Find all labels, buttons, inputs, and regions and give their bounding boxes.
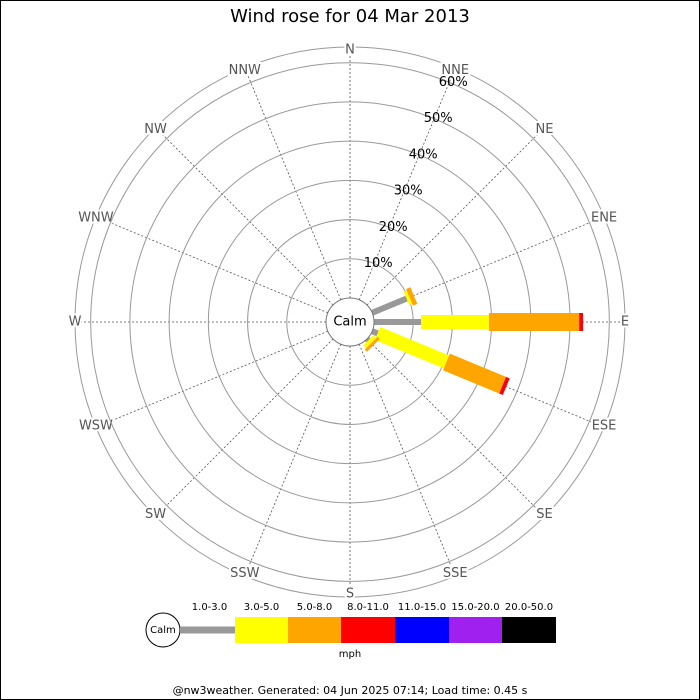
spoke — [244, 344, 342, 577]
legend-calm-label: Calm — [150, 625, 176, 636]
direction-label: NNW — [229, 63, 261, 78]
direction-label: SSE — [443, 566, 468, 581]
legend-swatch — [449, 617, 502, 643]
legend-label: 8.0-11.0 — [347, 602, 389, 613]
bar-segment — [364, 336, 371, 343]
direction-label: SW — [145, 507, 166, 522]
bar-segment — [406, 287, 418, 306]
spoke — [358, 344, 456, 577]
legend-label: 3.0-5.0 — [244, 602, 279, 613]
direction-label: NE — [535, 122, 553, 137]
spoke — [155, 127, 334, 306]
legend-swatch — [341, 617, 395, 643]
ring-label: 50% — [424, 111, 453, 126]
unit-label: mph — [339, 649, 361, 660]
direction-label: ENE — [591, 210, 617, 225]
spoke — [95, 216, 328, 314]
spoke — [155, 338, 334, 517]
direction-label: WSW — [79, 419, 113, 434]
direction-label: E — [621, 315, 629, 330]
spoke — [95, 330, 328, 428]
direction-label: S — [346, 587, 354, 602]
legend-label: 15.0-20.0 — [451, 602, 499, 613]
legend-swatch — [235, 617, 288, 643]
direction-label: NNE — [441, 63, 469, 78]
outer-ring — [74, 46, 626, 598]
bar-segment — [363, 335, 377, 349]
ring-label: 20% — [379, 220, 408, 235]
direction-label: NW — [144, 122, 167, 137]
direction-label: ESE — [592, 419, 617, 434]
spoke — [366, 127, 545, 306]
ring-label: 40% — [409, 147, 438, 162]
bar-segment — [443, 353, 507, 394]
bar-segment — [374, 326, 450, 369]
legend-label: 11.0-15.0 — [398, 602, 446, 613]
legend-swatch — [395, 617, 449, 643]
direction-label: W — [69, 315, 82, 330]
legend-label: 1.0-3.0 — [192, 602, 227, 613]
bar-segment — [421, 315, 489, 329]
bar-segment — [371, 295, 408, 316]
direction-label: WNW — [78, 210, 114, 225]
ring-label: 60% — [439, 75, 468, 90]
bar-segment — [403, 290, 413, 306]
legend-swatch — [288, 617, 341, 643]
bar-segment — [374, 319, 422, 325]
footer: @nw3weather. Generated: 04 Jun 2025 07:1… — [173, 684, 528, 697]
spoke — [366, 338, 545, 517]
direction-label: SE — [536, 507, 552, 522]
bar-segment — [364, 336, 380, 352]
legend-label: 20.0-50.0 — [505, 602, 553, 613]
direction-label: N — [345, 43, 355, 58]
calm-circle — [325, 297, 375, 347]
legend-label: 5.0-8.0 — [297, 602, 332, 613]
direction-label: SSW — [230, 566, 260, 581]
chart-title: Wind rose for 04 Mar 2013 — [230, 6, 470, 27]
bar-segment — [579, 313, 584, 331]
bar-segment — [488, 313, 580, 331]
legend-swatch — [180, 626, 235, 634]
spoke — [244, 67, 342, 300]
calm-label: Calm — [333, 315, 366, 330]
spoke — [358, 67, 456, 300]
legend-swatch — [502, 617, 556, 643]
ring-label: 30% — [394, 184, 423, 199]
ring-label: 10% — [364, 256, 393, 271]
grid-ring — [90, 62, 610, 582]
bar-segment — [499, 376, 510, 396]
